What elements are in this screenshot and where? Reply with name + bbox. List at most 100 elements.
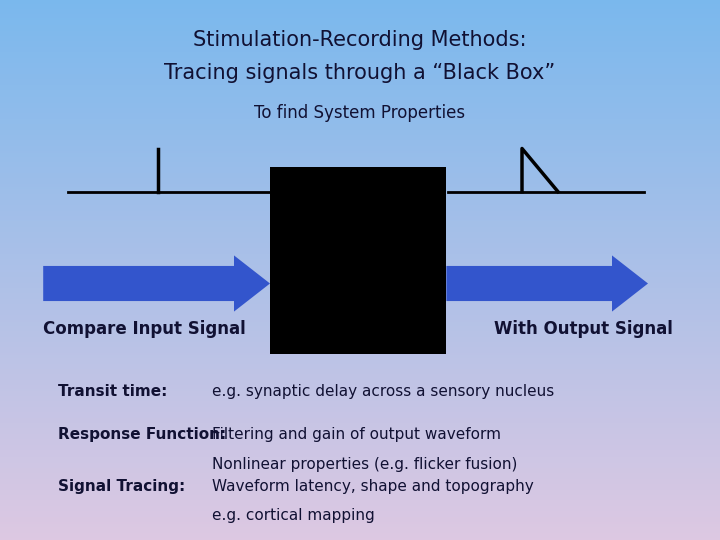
Bar: [0, 117, 720, 119]
Bar: [0, 266, 720, 268]
Bar: [0, 511, 720, 513]
Bar: [0, 346, 720, 347]
Bar: [0, 79, 720, 81]
Bar: [0, 182, 720, 184]
Bar: [0, 180, 720, 182]
Bar: [0, 66, 720, 69]
Bar: [0, 43, 720, 45]
Bar: [0, 366, 720, 367]
Bar: [0, 200, 720, 201]
Bar: [0, 504, 720, 506]
Bar: [0, 120, 720, 123]
Bar: [0, 81, 720, 83]
Bar: [0, 475, 720, 477]
Bar: [0, 232, 720, 234]
Bar: [0, 509, 720, 511]
Bar: [0, 96, 720, 97]
Bar: [0, 455, 720, 457]
Bar: [0, 231, 720, 232]
Bar: [0, 50, 720, 52]
Bar: [0, 130, 720, 131]
Bar: [0, 401, 720, 403]
Bar: [0, 389, 720, 390]
Bar: [0, 167, 720, 169]
Bar: [0, 23, 720, 25]
Bar: [0, 72, 720, 74]
Bar: [0, 97, 720, 99]
Bar: [0, 293, 720, 295]
Bar: [0, 155, 720, 157]
Bar: [0, 405, 720, 407]
Bar: [0, 137, 720, 139]
Bar: [0, 470, 720, 471]
Bar: [0, 106, 720, 108]
Bar: [0, 373, 720, 374]
Bar: [0, 7, 720, 9]
Bar: [0, 139, 720, 140]
Bar: [0, 290, 720, 292]
Bar: [0, 482, 720, 484]
Bar: [0, 228, 720, 231]
Bar: [0, 398, 720, 400]
Bar: [0, 45, 720, 47]
Bar: [0, 410, 720, 412]
Bar: [0, 252, 720, 254]
Bar: [0, 450, 720, 452]
Bar: [0, 241, 720, 243]
Text: e.g. synaptic delay across a sensory nucleus: e.g. synaptic delay across a sensory nuc…: [212, 384, 554, 399]
Bar: [0, 502, 720, 504]
Bar: [0, 265, 720, 266]
Bar: [0, 39, 720, 42]
Bar: [0, 292, 720, 293]
Bar: [0, 171, 720, 173]
Bar: [0, 328, 720, 329]
Bar: [0, 31, 720, 32]
Bar: [0, 331, 720, 333]
Bar: [0, 525, 720, 528]
Bar: [0, 74, 720, 76]
Bar: [0, 464, 720, 466]
Bar: [0, 115, 720, 117]
Bar: [0, 34, 720, 36]
Bar: [0, 36, 720, 38]
Bar: [0, 461, 720, 463]
Bar: [0, 2, 720, 4]
Bar: [0, 177, 720, 178]
Bar: [0, 270, 720, 272]
Bar: [0, 317, 720, 319]
Bar: [0, 131, 720, 133]
Bar: [0, 468, 720, 470]
Bar: [0, 448, 720, 450]
Bar: [0, 184, 720, 185]
Bar: [0, 123, 720, 124]
Bar: [0, 221, 720, 223]
Bar: [0, 380, 720, 382]
Bar: [0, 490, 720, 491]
Bar: [0, 531, 720, 533]
Bar: [0, 250, 720, 252]
Bar: [0, 189, 720, 191]
Bar: [0, 319, 720, 320]
Bar: [0, 214, 720, 216]
Bar: [0, 22, 720, 23]
Bar: [0, 54, 720, 56]
Bar: [0, 194, 720, 196]
Bar: [0, 349, 720, 351]
Bar: [0, 437, 720, 439]
Bar: [0, 42, 720, 43]
Bar: [0, 104, 720, 106]
Bar: [0, 220, 720, 221]
Bar: [0, 387, 720, 389]
Bar: [0, 150, 720, 151]
Bar: [0, 4, 720, 5]
Bar: [0, 12, 720, 15]
Bar: [0, 535, 720, 536]
Bar: [0, 324, 720, 326]
Bar: [0, 362, 720, 363]
Bar: [0, 409, 720, 410]
Bar: [0, 396, 720, 398]
Bar: [0, 99, 720, 101]
Bar: [0, 486, 720, 488]
Bar: [0, 393, 720, 394]
Bar: [0, 309, 720, 312]
